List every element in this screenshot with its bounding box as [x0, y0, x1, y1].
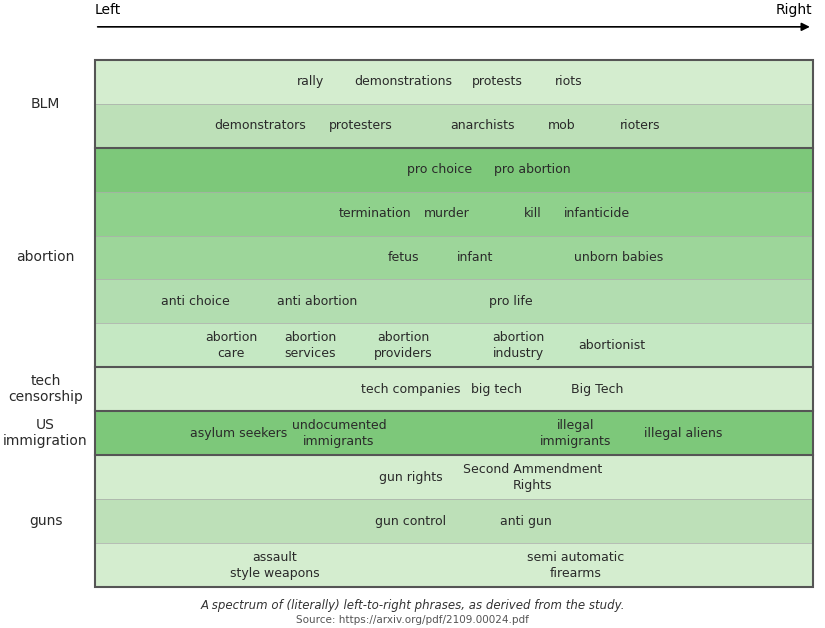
- Text: anarchists: anarchists: [450, 119, 515, 132]
- Bar: [95, 148, 813, 192]
- Text: US
immigration: US immigration: [3, 418, 87, 448]
- Bar: [95, 279, 813, 323]
- Text: abortion: abortion: [16, 251, 75, 264]
- Text: BLM: BLM: [31, 97, 60, 111]
- Bar: [95, 236, 813, 279]
- Text: rioters: rioters: [620, 119, 661, 132]
- Text: gun control: gun control: [375, 515, 446, 528]
- Text: big tech: big tech: [471, 383, 522, 396]
- Text: undocumented
immigrants: undocumented immigrants: [291, 419, 386, 448]
- Text: illegal
immigrants: illegal immigrants: [540, 419, 611, 448]
- Text: abortion
providers: abortion providers: [375, 331, 433, 360]
- Text: abortionist: abortionist: [578, 339, 645, 352]
- Bar: [95, 323, 813, 367]
- Text: abortion
care: abortion care: [205, 331, 257, 360]
- Text: abortion
services: abortion services: [284, 331, 337, 360]
- Bar: [95, 60, 813, 104]
- Text: unborn babies: unborn babies: [574, 251, 663, 264]
- Text: protesters: protesters: [328, 119, 393, 132]
- Text: tech
censorship: tech censorship: [8, 374, 83, 404]
- Text: murder: murder: [424, 207, 469, 220]
- Text: illegal aliens: illegal aliens: [644, 427, 723, 440]
- Text: gun rights: gun rights: [379, 471, 442, 484]
- Text: Right: Right: [776, 3, 813, 18]
- Text: rally: rally: [296, 75, 324, 88]
- Bar: [95, 455, 813, 499]
- Text: semi automatic
firearms: semi automatic firearms: [527, 551, 625, 580]
- Bar: [95, 60, 813, 587]
- Bar: [95, 367, 813, 411]
- Text: anti abortion: anti abortion: [277, 295, 357, 308]
- Text: riots: riots: [554, 75, 582, 88]
- Text: guns: guns: [29, 514, 63, 528]
- Text: Source: https://arxiv.org/pdf/2109.00024.pdf: Source: https://arxiv.org/pdf/2109.00024…: [296, 615, 529, 625]
- Text: Big Tech: Big Tech: [571, 383, 624, 396]
- Text: anti choice: anti choice: [161, 295, 229, 308]
- Text: Left: Left: [95, 3, 121, 18]
- Text: pro choice: pro choice: [407, 163, 472, 176]
- Text: assault
style weapons: assault style weapons: [229, 551, 319, 580]
- Bar: [95, 499, 813, 543]
- Text: pro abortion: pro abortion: [494, 163, 571, 176]
- Bar: [95, 192, 813, 236]
- Text: infant: infant: [457, 251, 493, 264]
- Text: tech companies: tech companies: [361, 383, 460, 396]
- Text: mob: mob: [548, 119, 575, 132]
- Text: fetus: fetus: [388, 251, 419, 264]
- Text: Second Ammendment
Rights: Second Ammendment Rights: [463, 463, 602, 492]
- Bar: [95, 104, 813, 148]
- Text: kill: kill: [524, 207, 541, 220]
- Text: pro life: pro life: [489, 295, 533, 308]
- Text: infanticide: infanticide: [564, 207, 630, 220]
- Bar: [95, 543, 813, 587]
- Text: termination: termination: [338, 207, 411, 220]
- Text: protests: protests: [471, 75, 522, 88]
- Text: abortion
industry: abortion industry: [493, 331, 544, 360]
- Text: demonstrators: demonstrators: [214, 119, 306, 132]
- Bar: [95, 411, 813, 455]
- Text: demonstrations: demonstrations: [355, 75, 452, 88]
- Text: asylum seekers: asylum seekers: [190, 427, 287, 440]
- Text: A spectrum of (literally) left-to-right phrases, as derived from the study.: A spectrum of (literally) left-to-right …: [200, 599, 625, 612]
- Text: anti gun: anti gun: [500, 515, 551, 528]
